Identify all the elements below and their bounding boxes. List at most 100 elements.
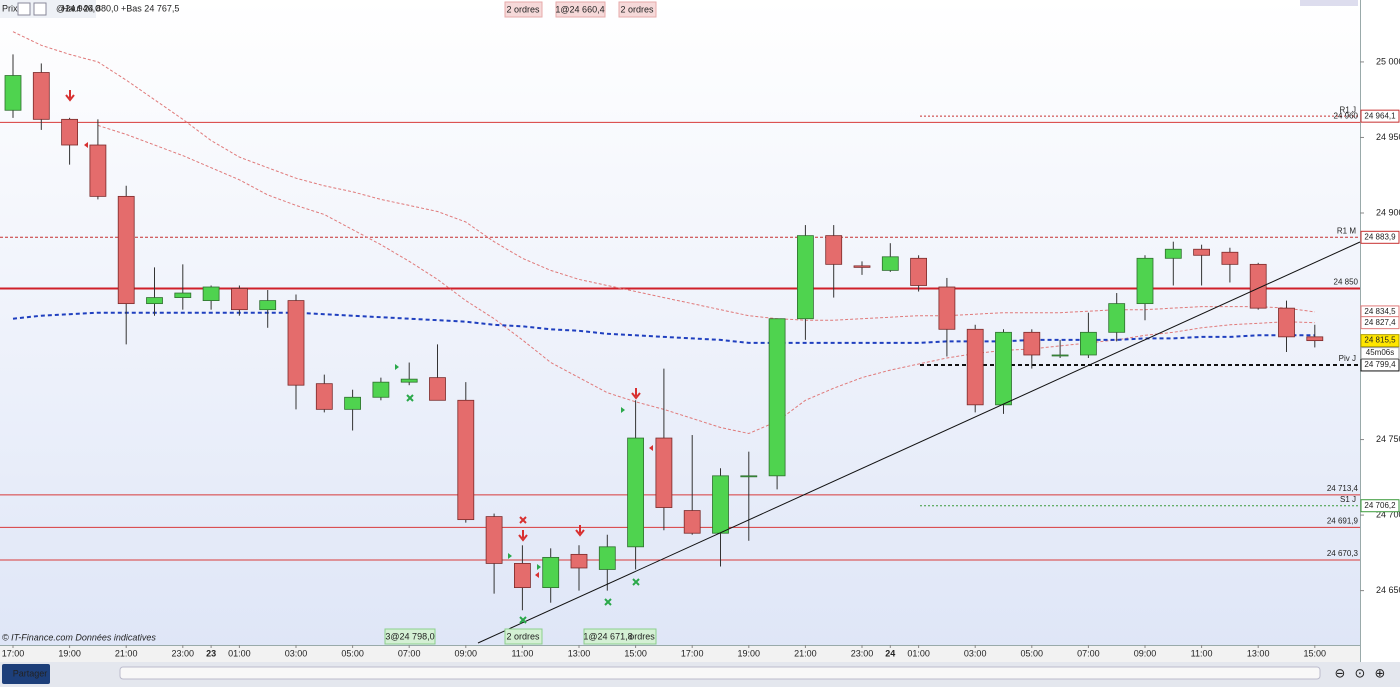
candle-body — [570, 553, 588, 569]
candle-body — [825, 235, 843, 265]
share-label: Partager — [13, 668, 48, 678]
candle-body — [514, 563, 531, 588]
x-tick-label: 24 — [885, 648, 895, 658]
candle-body — [32, 72, 50, 120]
candle-body — [230, 288, 248, 311]
x-tick-label: 13:00 — [568, 648, 591, 658]
level-label: 24 670,3 — [1327, 549, 1359, 558]
y-tick-label: 24 900 — [1376, 207, 1400, 217]
pivot-tag-box — [1360, 109, 1400, 123]
overlay-tag-box — [1360, 316, 1400, 330]
y-tick-label: 24 750 — [1376, 434, 1400, 444]
overlay-tag: 24 834,5 — [1364, 307, 1396, 316]
order-label: 2 ordres — [506, 631, 540, 641]
pivot-tag-box — [1360, 499, 1400, 513]
x-tick-label: 07:00 — [1077, 648, 1100, 658]
candle-body — [202, 286, 220, 301]
x-tick-label: 07:00 — [398, 648, 421, 658]
order-box[interactable] — [504, 628, 543, 645]
x-tick-label: 21:00 — [115, 648, 138, 658]
candle-body — [61, 118, 78, 146]
candle-body — [683, 510, 701, 534]
candle-body — [1249, 263, 1267, 309]
y-tick-label: 25 000 — [1376, 56, 1400, 66]
order-label: 2 ordres — [620, 4, 654, 14]
order-label: 3@24 798,0 — [385, 631, 434, 641]
overlay-tag: 24 827,4 — [1364, 318, 1396, 327]
level-label: 24 850 — [1334, 278, 1359, 287]
order-box[interactable] — [504, 1, 543, 18]
order-box[interactable] — [618, 1, 657, 18]
sell-arrow — [575, 525, 585, 537]
candle-body — [117, 195, 135, 305]
high-low: Haut 24 880,0 +Bas 24 767,5 — [62, 3, 179, 13]
y-tick-label: 24 650 — [1376, 585, 1400, 595]
exit-cross — [604, 598, 612, 606]
pivot-tag: 24 799,4 — [1364, 360, 1396, 369]
candle-body — [1306, 336, 1324, 342]
pivot-tag: 24 964,1 — [1364, 111, 1396, 120]
tool-icon[interactable] — [33, 2, 47, 16]
order-box[interactable] — [384, 628, 436, 645]
candle-body — [1221, 251, 1239, 265]
zoom-in[interactable]: ⊕ — [1375, 665, 1386, 680]
candle-body — [598, 546, 616, 570]
x-tick-label: 17:00 — [681, 648, 704, 658]
order-label: 1@24 671,8 — [583, 631, 632, 641]
tool-icon[interactable] — [17, 2, 31, 16]
plot-layer — [0, 31, 1360, 611]
zoom-reset[interactable]: ⊙ — [1355, 665, 1366, 680]
candle-body — [457, 399, 475, 521]
exit-cross — [519, 516, 527, 524]
candle-body — [1023, 331, 1041, 356]
share-button[interactable] — [2, 664, 50, 684]
y-tick-label: 24 950 — [1376, 132, 1400, 142]
order-box[interactable] — [555, 1, 606, 18]
signals — [65, 90, 653, 624]
last-price: @24 946,0 — [56, 3, 100, 13]
x-tick-label: 23:00 — [172, 648, 195, 658]
candle-body — [1164, 248, 1182, 259]
candle-body — [1051, 354, 1069, 357]
x-tick-label: 17:00 — [2, 648, 25, 658]
x-tick-label: 23:00 — [851, 648, 874, 658]
x-tick-label: 23 — [206, 648, 216, 658]
candle-body — [344, 396, 362, 410]
exit-cross — [519, 616, 527, 624]
x-tick-label: 03:00 — [964, 648, 987, 658]
timer-box — [1360, 347, 1400, 360]
x-tick-label: 01:00 — [228, 648, 251, 658]
candle-body — [287, 300, 305, 386]
y-tick-label: 24 700 — [1376, 509, 1400, 519]
candle-body — [429, 377, 446, 401]
exit-cross — [406, 394, 414, 402]
zoom-out[interactable]: ⊖ — [1335, 665, 1346, 680]
header: Prix @24 946,0 Haut 24 880,0 +Bas 24 767… — [0, 0, 1358, 18]
x-tick-label: 19:00 — [58, 648, 81, 658]
x-axis-area — [0, 645, 1360, 662]
overlay-line — [12, 311, 1315, 344]
order-label: 1@24 660,4 — [555, 4, 604, 14]
order-label: ordres — [629, 631, 655, 641]
pivot-name: Piv J — [1339, 354, 1356, 363]
plot-area — [0, 0, 1360, 645]
candle-body — [995, 331, 1012, 406]
candle-body — [372, 381, 390, 398]
order-box[interactable] — [583, 628, 657, 645]
sell-arrow — [518, 530, 528, 542]
credit: © IT-Finance.com Données indicatives — [2, 632, 156, 642]
x-tick-label: 19:00 — [738, 648, 761, 658]
x-tick-label: 01:00 — [907, 648, 930, 658]
candle-body — [910, 257, 927, 286]
orders-top: 2 ordres 1@24 660,4 2 ordres — [504, 1, 657, 18]
level-label: 24 960 — [1334, 111, 1359, 120]
candle-body — [542, 556, 560, 588]
bottom-toolbar: Partager ⊖ ⊙ ⊕ — [0, 662, 1400, 687]
toolbar-icons[interactable] — [1300, 0, 1358, 6]
candle-body — [400, 378, 418, 383]
x-tick-label: 11:00 — [511, 648, 533, 658]
x-tick-label: 15:00 — [624, 648, 647, 658]
sell-arrow — [65, 90, 75, 102]
candle-body — [655, 437, 673, 508]
scrollbar[interactable] — [119, 666, 1321, 680]
